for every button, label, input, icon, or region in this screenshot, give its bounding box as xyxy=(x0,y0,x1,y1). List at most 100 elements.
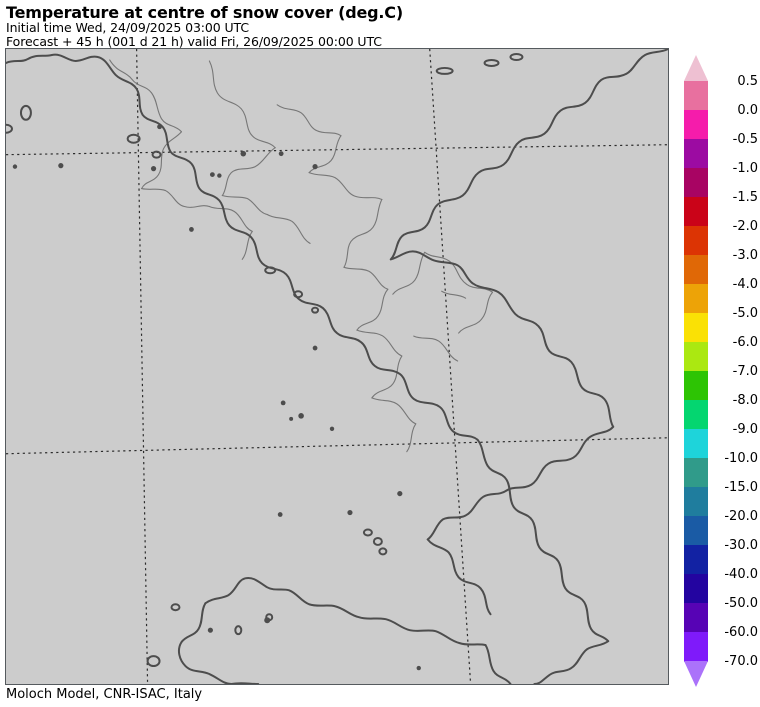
colorbar-tick-label: -50.0 xyxy=(724,596,758,611)
island-ischia xyxy=(293,290,304,299)
regional-borders xyxy=(109,59,494,453)
island-tremiti xyxy=(483,58,500,67)
island-small-adriatic xyxy=(435,66,454,75)
point-feature xyxy=(264,617,271,624)
colorbar-band xyxy=(684,313,708,343)
point-feature xyxy=(189,227,194,232)
sicily-south-coast xyxy=(177,602,233,684)
colorbar-band xyxy=(684,458,708,488)
map-background xyxy=(6,49,668,684)
map-canvas xyxy=(6,49,668,684)
island-small-adriatic-2 xyxy=(509,52,524,61)
colorbar-over-arrow xyxy=(684,55,708,81)
colorbar-band xyxy=(684,400,708,430)
gargano-promontory xyxy=(389,250,474,285)
island-tavolara xyxy=(6,123,13,134)
island-elba xyxy=(126,133,141,144)
colorbar-band xyxy=(684,632,708,662)
colorbar xyxy=(684,55,708,687)
island-asinara xyxy=(19,104,32,121)
initial-time-line: Initial time Wed, 24/09/2025 03:00 UTC xyxy=(6,20,249,35)
coastlines xyxy=(6,49,668,684)
page-title: Temperature at centre of snow cover (deg… xyxy=(6,3,403,22)
point-feature xyxy=(58,163,64,169)
colorbar-band xyxy=(684,284,708,314)
island-aeolian-2 xyxy=(372,536,383,546)
point-feature xyxy=(312,345,318,351)
point-feature xyxy=(280,400,286,406)
colorbar-band xyxy=(684,226,708,256)
point-feature xyxy=(240,150,247,157)
latitude-line-upper xyxy=(6,144,668,156)
colorbar-band xyxy=(684,255,708,285)
header-block: Temperature at centre of snow cover (deg… xyxy=(6,4,706,48)
point-feature xyxy=(329,426,335,431)
colorbar-tick-label: -6.0 xyxy=(732,335,758,350)
colorbar-band xyxy=(684,81,708,111)
colorbar-under-arrow xyxy=(684,661,708,687)
colorbar-labels: 0.5 0.0 -0.5 -1.0 -1.5 -2.0 -3.0 -4.0 -5.0 -6.0 -7… xyxy=(712,55,760,687)
colorbar-band xyxy=(684,342,708,372)
point-feature xyxy=(277,512,283,517)
colorbar-band xyxy=(684,516,708,546)
coast-ionian-2 xyxy=(426,538,492,616)
colorbar-tick-label: -30.0 xyxy=(724,538,758,553)
colorbar-tick-label: -0.5 xyxy=(732,132,758,147)
colorbar-tick-label: -15.0 xyxy=(724,480,758,495)
colorbar-band xyxy=(684,168,708,198)
colorbar-band xyxy=(684,574,708,604)
colorbar-tick-label: -2.0 xyxy=(732,219,758,234)
attribution-text: Moloch Model, CNR-ISAC, Italy xyxy=(6,687,203,702)
colorbar-band xyxy=(684,487,708,517)
point-feature xyxy=(217,173,222,178)
island-aeolian-1 xyxy=(362,528,373,537)
colorbar-band xyxy=(684,545,708,575)
colorbar-tick-label: -60.0 xyxy=(724,625,758,640)
island-ponza xyxy=(264,266,277,275)
colorbar-tick-label: -1.0 xyxy=(732,161,758,176)
colorbar-tick-label: -9.0 xyxy=(732,422,758,437)
point-feature xyxy=(397,491,403,497)
colorbar-band xyxy=(684,429,708,459)
point-feature xyxy=(289,416,294,421)
coast-salento-tip xyxy=(505,425,615,492)
point-feature xyxy=(12,164,18,169)
point-feature xyxy=(416,665,421,671)
colorbar-band xyxy=(684,197,708,227)
colorbar-tick-label: 0.5 xyxy=(737,74,758,89)
colorbar-tick-label: -40.0 xyxy=(724,567,758,582)
colorbar-band xyxy=(684,110,708,140)
coast-west-italy xyxy=(6,53,479,441)
latitude-line-lower xyxy=(6,437,668,455)
point-feature xyxy=(298,413,304,419)
forecast-line: Forecast + 45 h (001 d 21 h) valid Fri, … xyxy=(6,33,382,49)
colorbar-tick-label: -70.0 xyxy=(724,654,758,669)
graticule xyxy=(6,49,668,684)
map-panel[interactable] xyxy=(5,48,669,685)
colorbar-tick-label: -4.0 xyxy=(732,277,758,292)
colorbar-tick-label: -3.0 xyxy=(732,248,758,263)
point-feature xyxy=(278,151,284,157)
colorbar-tick-label: -20.0 xyxy=(724,509,758,524)
island-giglio xyxy=(151,150,162,159)
colorbar-tick-label: -10.0 xyxy=(724,451,758,466)
point-feature xyxy=(207,627,213,633)
point-feature xyxy=(209,172,215,177)
island-ustica xyxy=(146,655,161,668)
sicily-east-coast xyxy=(484,644,512,684)
coast-adriatic xyxy=(389,49,668,261)
coast-ionian xyxy=(426,489,508,541)
island-egadi xyxy=(170,603,181,612)
point-feature xyxy=(312,164,318,170)
point-feature xyxy=(157,124,162,130)
island-aeolian-3 xyxy=(378,547,388,556)
point-feature xyxy=(150,166,157,172)
map-point-features xyxy=(12,124,421,671)
colorbar-tick-label: 0.0 xyxy=(737,103,758,118)
colorbar-tick-label: -1.5 xyxy=(732,190,758,205)
colorbar-tick-label: -7.0 xyxy=(732,364,758,379)
colorbar-band xyxy=(684,139,708,169)
coast-calabria-west xyxy=(533,640,610,684)
colorbar-band xyxy=(684,371,708,401)
sicily-southeast xyxy=(230,682,260,684)
